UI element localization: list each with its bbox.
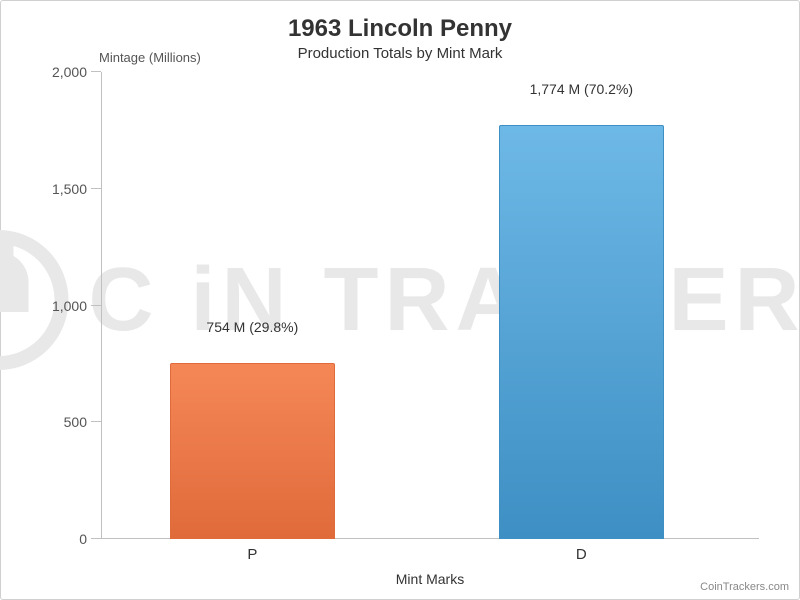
y-tick-label: 0	[79, 531, 101, 547]
credit-text: CoinTrackers.com	[700, 581, 789, 593]
y-tick-label: 1,000	[52, 298, 101, 314]
y-axis-label: Mintage (Millions)	[99, 50, 201, 65]
bar-value-label: 754 M (29.8%)	[206, 319, 298, 341]
x-tick-label: D	[576, 546, 587, 563]
x-tick-label: P	[247, 546, 257, 563]
y-tick-label: 1,500	[52, 181, 101, 197]
y-axis-line	[101, 72, 102, 539]
y-tick-label: 500	[64, 414, 101, 430]
y-tick-label: 2,000	[52, 64, 101, 80]
x-axis-label: Mint Marks	[396, 571, 464, 587]
plot-area: Mintage (Millions) Mint Marks 05001,0001…	[101, 72, 759, 539]
bar-value-label: 1,774 M (70.2%)	[530, 81, 634, 103]
bar-d	[499, 125, 664, 539]
chart-title: 1963 Lincoln Penny	[1, 15, 799, 43]
bar-p	[170, 363, 335, 539]
chart-container: 1963 Lincoln Penny Production Totals by …	[1, 1, 799, 599]
